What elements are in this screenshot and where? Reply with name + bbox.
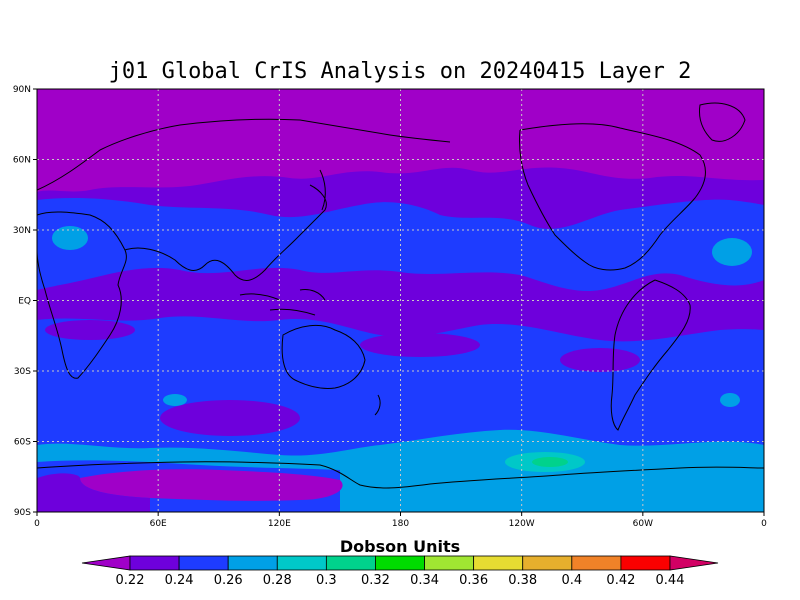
lon-tick-label: 120W <box>509 519 535 529</box>
field-pocket-1 <box>160 400 300 436</box>
lon-axis: 0 60E 120E 180 120W 60W 0 <box>34 512 767 529</box>
colorbar-label: 0.3 <box>316 573 337 588</box>
field-antarctic-purple <box>80 469 343 501</box>
coast-south-asia <box>124 184 327 281</box>
field-pocket-2 <box>360 333 480 357</box>
lat-tick-label: 30N <box>13 226 31 236</box>
colorbar-box <box>276 555 327 571</box>
colorbar-label: 0.32 <box>361 573 390 588</box>
lat-tick-label: 60S <box>14 438 31 448</box>
colorbar-box <box>424 555 475 571</box>
colorbar: 0.22 0.24 0.26 0.28 0.3 0.32 0.34 0.36 0.38 0.4 0.… <box>81 555 719 588</box>
colorbar-label: 0.42 <box>606 573 635 588</box>
colorbar-label: 0.26 <box>214 573 243 588</box>
colorbar-box <box>227 555 278 571</box>
coast-north-america <box>519 123 706 271</box>
colorbar-box <box>325 555 376 571</box>
colorbar-box <box>473 555 524 571</box>
colorbar-box <box>375 555 425 571</box>
ozone-map <box>37 89 764 512</box>
colorbar-label: 0.28 <box>263 573 292 588</box>
lon-tick-label: 0 <box>761 519 767 529</box>
map-title: j01 Global CrIS Analysis on 20240415 Lay… <box>109 59 692 84</box>
coast-japan <box>319 169 326 211</box>
field-pocket-4 <box>45 320 135 340</box>
lon-tick-label: 0 <box>34 519 40 529</box>
colorbar-box <box>620 555 671 571</box>
coast-greenland <box>699 102 746 142</box>
coast-antarctica <box>37 461 764 489</box>
lat-tick-label: 60N <box>13 156 31 166</box>
colorbar-label: 0.44 <box>656 573 685 588</box>
lon-tick-label: 120E <box>268 519 291 529</box>
field-green-patch <box>532 457 568 467</box>
colorbar-label: 0.4 <box>561 573 582 588</box>
colorbar-label: 0.22 <box>116 573 145 588</box>
lat-tick-label: 30S <box>14 367 31 377</box>
field-antarctic-blue2 <box>37 473 150 512</box>
coast-africa <box>37 211 127 379</box>
colorbar-title: Dobson Units <box>340 537 460 556</box>
colorbar-box <box>129 555 180 571</box>
colorbar-box <box>178 555 229 571</box>
colorbar-label: 0.34 <box>410 573 439 588</box>
coast-indonesia <box>239 289 326 316</box>
colorbar-box <box>522 555 573 571</box>
lat-tick-label: EQ <box>18 297 31 307</box>
colorbar-label: 0.38 <box>508 573 537 588</box>
field-pocket-3 <box>560 348 640 372</box>
lon-tick-label: 60E <box>150 519 167 529</box>
lat-tick-label: 90N <box>13 85 31 95</box>
lat-tick-label: 90S <box>14 508 31 518</box>
colorbar-box <box>571 555 622 571</box>
coast-eurasia <box>37 118 451 191</box>
field-spot-atlantic <box>52 226 88 250</box>
colorbar-low-arrow <box>81 555 131 571</box>
coast-south-america <box>610 279 691 431</box>
coast-australia <box>281 324 366 389</box>
field-spot-gulf <box>712 238 752 266</box>
field-spot-south-atlantic <box>720 393 740 407</box>
coast-new-zealand <box>374 394 381 416</box>
map-grid <box>37 89 764 512</box>
colorbar-label: 0.36 <box>459 573 488 588</box>
field-spot-indian <box>163 394 187 406</box>
lon-tick-label: 60W <box>633 519 653 529</box>
coastlines <box>37 102 764 489</box>
lon-tick-label: 180 <box>392 519 409 529</box>
colorbar-high-arrow <box>669 555 719 571</box>
colorbar-label: 0.24 <box>165 573 194 588</box>
lat-axis: 90N 60N 30N EQ 30S 60S 90S <box>13 85 37 518</box>
